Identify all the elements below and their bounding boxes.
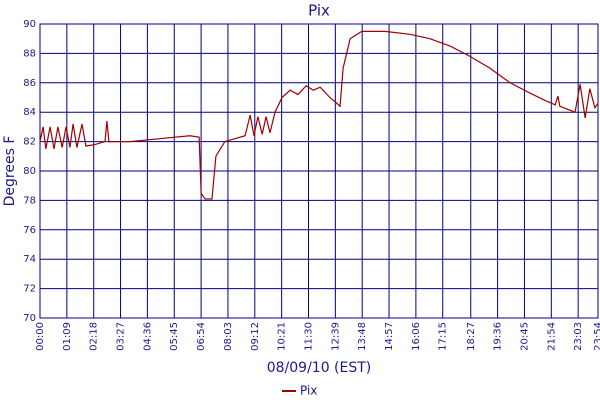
x-tick-label: 06:54	[196, 322, 207, 351]
y-tick-label: 74	[23, 254, 36, 265]
x-tick-label: 11:30	[303, 322, 314, 351]
x-tick-label: 13:48	[357, 322, 368, 351]
x-tick-label: 16:06	[411, 322, 422, 351]
y-tick-label: 84	[23, 107, 36, 118]
x-tick-label: 12:39	[330, 322, 341, 351]
x-tick-label: 10:21	[277, 322, 288, 351]
y-tick-label: 72	[23, 284, 36, 295]
x-tick-label: 14:57	[384, 322, 395, 351]
x-tick-label: 23:54	[593, 322, 600, 351]
x-tick-label: 23:03	[573, 322, 584, 351]
y-tick-label: 70	[23, 313, 36, 324]
x-tick-label: 03:27	[116, 322, 127, 351]
y-tick-label: 88	[23, 48, 36, 59]
y-tick-label: 90	[23, 19, 36, 30]
data-line	[39, 30, 599, 200]
x-tick-label: 18:27	[466, 322, 477, 351]
x-tick-label: 01:09	[62, 322, 73, 351]
x-tick-label: 09:12	[250, 322, 261, 351]
x-tick-label: 08:03	[223, 322, 234, 351]
y-tick-label: 86	[23, 78, 36, 89]
x-tick-label: 19:36	[493, 322, 504, 351]
x-tick-label: 17:15	[438, 322, 449, 351]
x-tick-label: 20:45	[519, 322, 530, 351]
x-tick-label: 02:18	[89, 322, 100, 351]
y-tick-label: 82	[23, 137, 36, 148]
x-tick-label: 05:45	[169, 322, 180, 351]
chart-title: Pix	[308, 2, 330, 20]
y-tick-label: 76	[23, 225, 36, 236]
y-tick-label: 78	[23, 195, 36, 206]
y-axis-label: Degrees F	[2, 136, 18, 207]
x-tick-label: 04:36	[142, 322, 153, 351]
x-tick-label: 00:00	[35, 322, 46, 351]
legend-label: Pix	[300, 384, 317, 398]
x-axis-label: 08/09/10 (EST)	[267, 360, 372, 376]
y-tick-label: 80	[23, 166, 36, 177]
x-tick-label: 21:54	[546, 322, 557, 351]
